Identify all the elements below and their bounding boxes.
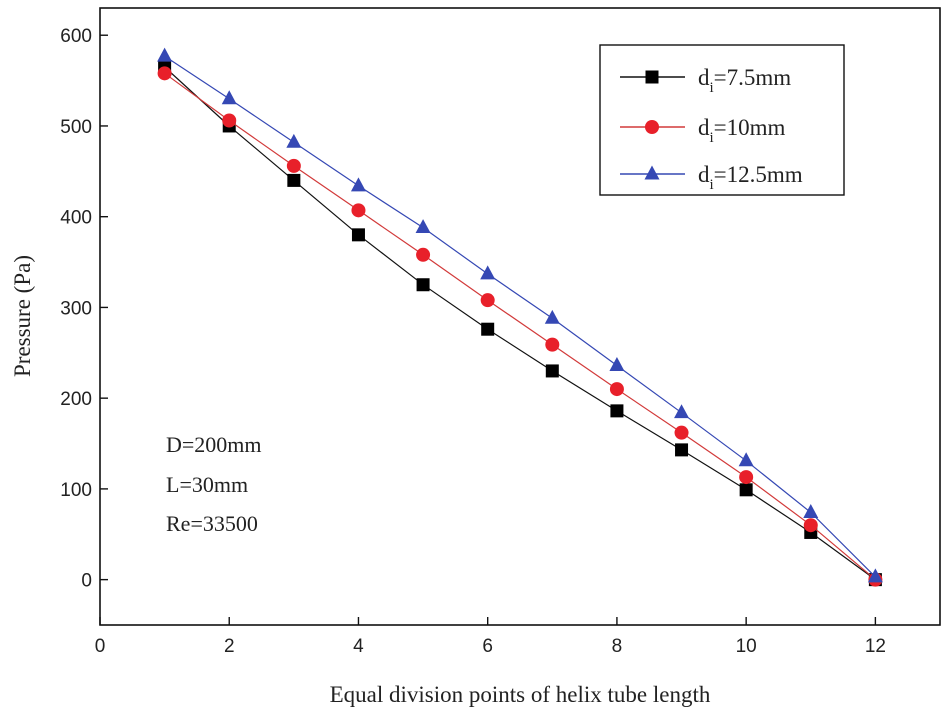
data-point — [286, 158, 301, 173]
series-triangle — [157, 47, 883, 583]
data-point — [610, 404, 624, 418]
data-point — [738, 452, 754, 467]
legend-label-subscript: i — [710, 177, 714, 193]
data-point — [222, 113, 237, 128]
data-point — [157, 66, 172, 81]
annotation-length: L=30mm — [166, 472, 248, 497]
data-point — [351, 203, 366, 218]
data-point — [350, 177, 366, 192]
data-point — [221, 90, 237, 105]
data-point — [739, 483, 753, 497]
parameter-notes: D=200mm L=30mm Re=33500 — [166, 432, 262, 536]
legend-marker — [645, 70, 659, 84]
data-point — [609, 357, 625, 371]
y-tick-label: 200 — [60, 389, 92, 410]
legend-label-main: d — [698, 162, 710, 187]
data-point — [674, 404, 690, 419]
legend-label-rest: =7.5mm — [714, 65, 792, 90]
data-point — [545, 337, 560, 352]
data-point — [675, 443, 689, 457]
axis-ticks: 0 2 4 6 8 10 12 0 100 200 300 400 500 600 — [60, 26, 886, 657]
y-tick-label: 300 — [60, 298, 92, 319]
annotation-reynolds: Re=33500 — [166, 511, 258, 536]
data-point — [609, 382, 624, 397]
x-tick-label: 8 — [612, 636, 623, 657]
legend-label: di=7.5mm — [698, 65, 791, 96]
legend-label-rest: =12.5mm — [714, 162, 803, 187]
data-point — [351, 228, 365, 242]
plot-frame — [99, 7, 941, 626]
data-point — [287, 173, 301, 187]
x-tick-label: 6 — [482, 636, 493, 657]
data-series — [157, 47, 883, 587]
y-tick-label: 100 — [60, 480, 92, 501]
y-tick-label: 500 — [60, 117, 92, 138]
data-point — [739, 470, 754, 485]
legend-label-main: d — [698, 115, 710, 140]
x-tick-label: 10 — [736, 636, 757, 657]
legend-marker — [645, 120, 659, 134]
data-point — [415, 219, 431, 234]
data-point — [544, 309, 560, 324]
data-point — [803, 504, 819, 518]
data-point — [867, 568, 883, 583]
y-tick-label: 400 — [60, 208, 92, 229]
y-tick-label: 0 — [81, 571, 92, 592]
data-point — [480, 265, 496, 280]
data-point — [803, 518, 818, 533]
legend-label: di=10mm — [698, 115, 786, 146]
series-line — [164, 72, 876, 581]
legend-label: di=12.5mm — [698, 162, 803, 193]
data-point — [480, 293, 495, 308]
x-tick-label: 2 — [224, 636, 235, 657]
data-point — [674, 425, 689, 440]
legend-label-main: d — [698, 65, 710, 90]
legend-label-subscript: i — [710, 130, 714, 146]
plot-area-border — [99, 7, 941, 626]
series-line — [164, 66, 876, 581]
x-tick-label: 4 — [353, 636, 364, 657]
data-point — [157, 47, 173, 62]
legend-box — [599, 44, 845, 196]
legend-label-rest: =10mm — [714, 115, 786, 140]
legend-marker — [644, 165, 660, 180]
series-line — [164, 55, 876, 578]
x-tick-label: 0 — [95, 636, 106, 657]
data-point — [416, 278, 430, 292]
data-point — [286, 133, 302, 148]
y-axis-title: Pressure (Pa) — [10, 255, 35, 377]
y-tick-label: 600 — [60, 26, 92, 47]
x-axis-title: Equal division points of helix tube leng… — [330, 682, 711, 707]
legend-label-subscript: i — [710, 80, 714, 96]
x-tick-label: 12 — [865, 636, 886, 657]
annotation-diameter: D=200mm — [166, 432, 262, 457]
data-point — [416, 247, 431, 262]
data-point — [481, 322, 495, 336]
data-point — [545, 364, 559, 378]
series-circle — [157, 66, 883, 587]
